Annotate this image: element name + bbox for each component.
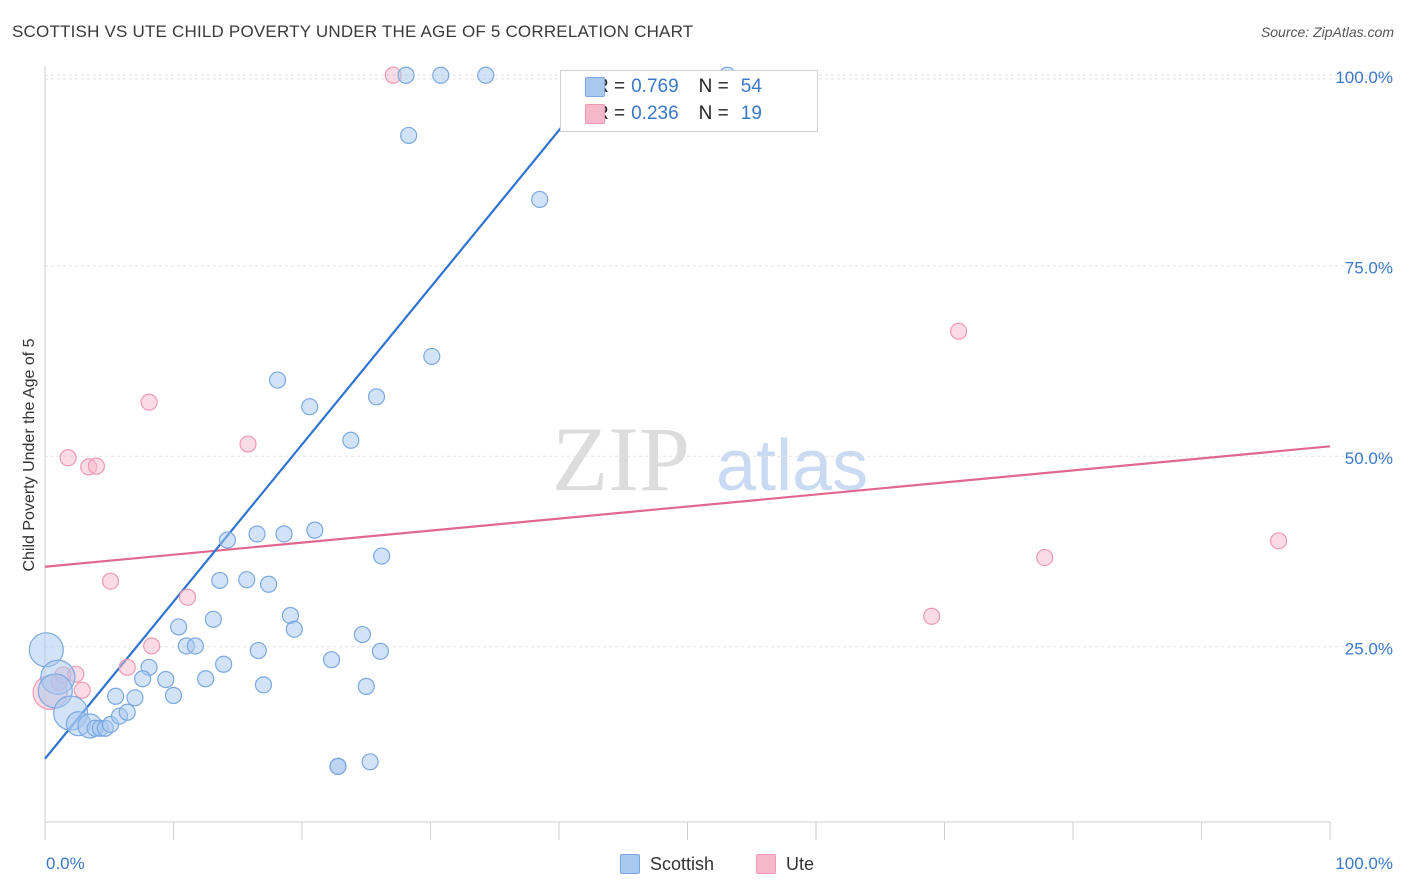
bottom-legend-swatch-scottish (620, 854, 640, 874)
point-scottish (477, 66, 495, 84)
chart-source: Source: ZipAtlas.com (1260, 24, 1394, 40)
point-ute (950, 322, 968, 340)
x-tick-label-max: 100.0% (1335, 854, 1393, 873)
point-ute (87, 457, 106, 475)
point-ute (239, 435, 257, 453)
bottom-legend-swatch-ute (756, 854, 776, 874)
watermark-atlas: atlas (716, 426, 868, 506)
point-scottish (186, 637, 204, 655)
x-tick-label-min: 0.0% (46, 854, 85, 873)
point-ute (1269, 532, 1288, 550)
point-scottish (423, 347, 441, 366)
legend-n-label: N = (698, 76, 729, 97)
point-scottish (238, 571, 256, 589)
y-axis-label: Child Poverty Under the Age of 5 (21, 338, 38, 571)
watermark: ZIP atlas (552, 408, 868, 510)
point-ute (118, 658, 136, 676)
legend-swatch-ute (585, 104, 605, 124)
legend-r-value: 0.236 (631, 103, 679, 124)
bottom-legend-scottish: Scottish (620, 852, 714, 876)
y-tick-label: 25.0% (1345, 640, 1393, 659)
point-scottish (157, 670, 175, 689)
point-scottish (400, 126, 418, 145)
point-scottish (107, 687, 125, 705)
legend-swatch-scottish (585, 77, 605, 97)
point-scottish (204, 610, 222, 628)
point-scottish (170, 618, 188, 636)
grid (45, 74, 1393, 648)
y-tick-labels: 25.0% 50.0% 75.0% 100.0% (1335, 68, 1393, 659)
point-scottish (342, 431, 360, 449)
point-scottish (357, 677, 375, 695)
legend-row-scottish: R = 0.769 N = 54 (585, 74, 762, 100)
point-scottish (371, 642, 389, 660)
legend-r-value: 0.769 (631, 76, 679, 97)
y-tick-label: 50.0% (1345, 449, 1393, 468)
point-scottish (211, 571, 229, 590)
point-scottish (285, 620, 303, 638)
point-scottish (432, 66, 450, 84)
bottom-legend-ute: Ute (756, 852, 814, 876)
point-scottish (249, 641, 267, 660)
point-scottish (373, 547, 391, 565)
point-scottish (126, 689, 144, 707)
point-scottish (322, 651, 341, 669)
point-ute (179, 588, 197, 606)
legend: R = 0.769 N = 54 R = 0.236 N = 19 (560, 70, 818, 132)
bottom-legend-label-scottish: Scottish (650, 853, 715, 874)
trendline-scottish (44, 74, 605, 760)
point-scottish (197, 670, 215, 688)
point-ute (73, 681, 91, 699)
point-scottish (215, 655, 233, 673)
legend-n-value: 54 (740, 76, 762, 97)
point-scottish (329, 757, 347, 775)
y-tick-label: 100.0% (1335, 68, 1393, 87)
point-scottish (268, 371, 287, 389)
chart-title: SCOTTISH VS UTE CHILD POVERTY UNDER THE … (12, 22, 694, 41)
y-tick-label: 75.0% (1345, 259, 1393, 278)
point-scottish (353, 625, 371, 644)
watermark-zip: ZIP (552, 408, 690, 510)
point-scottish (531, 190, 549, 209)
point-ute (1036, 548, 1054, 567)
point-ute (101, 572, 120, 590)
point-scottish (218, 531, 237, 549)
trendline-ute (44, 445, 1331, 568)
point-scottish (254, 676, 273, 694)
point-ute (923, 607, 941, 625)
legend-n-label: N = (698, 103, 729, 124)
point-ute (143, 637, 161, 655)
point-ute (140, 393, 158, 411)
point-scottish (134, 670, 152, 688)
bottom-legend-label-ute: Ute (786, 853, 815, 874)
point-scottish (301, 398, 319, 416)
point-scottish (118, 703, 136, 721)
point-scottish (259, 575, 278, 593)
point-scottish (397, 66, 415, 84)
point-scottish (361, 753, 379, 771)
legend-n-value: 19 (740, 103, 762, 124)
point-scottish (275, 525, 293, 543)
legend-row-ute: R = 0.236 N = 19 (585, 101, 762, 127)
point-scottish (306, 521, 324, 539)
point-scottish (248, 525, 266, 543)
point-scottish (367, 388, 386, 406)
point-scottish (164, 686, 183, 705)
trendlines (44, 74, 1331, 760)
point-ute (59, 449, 77, 467)
